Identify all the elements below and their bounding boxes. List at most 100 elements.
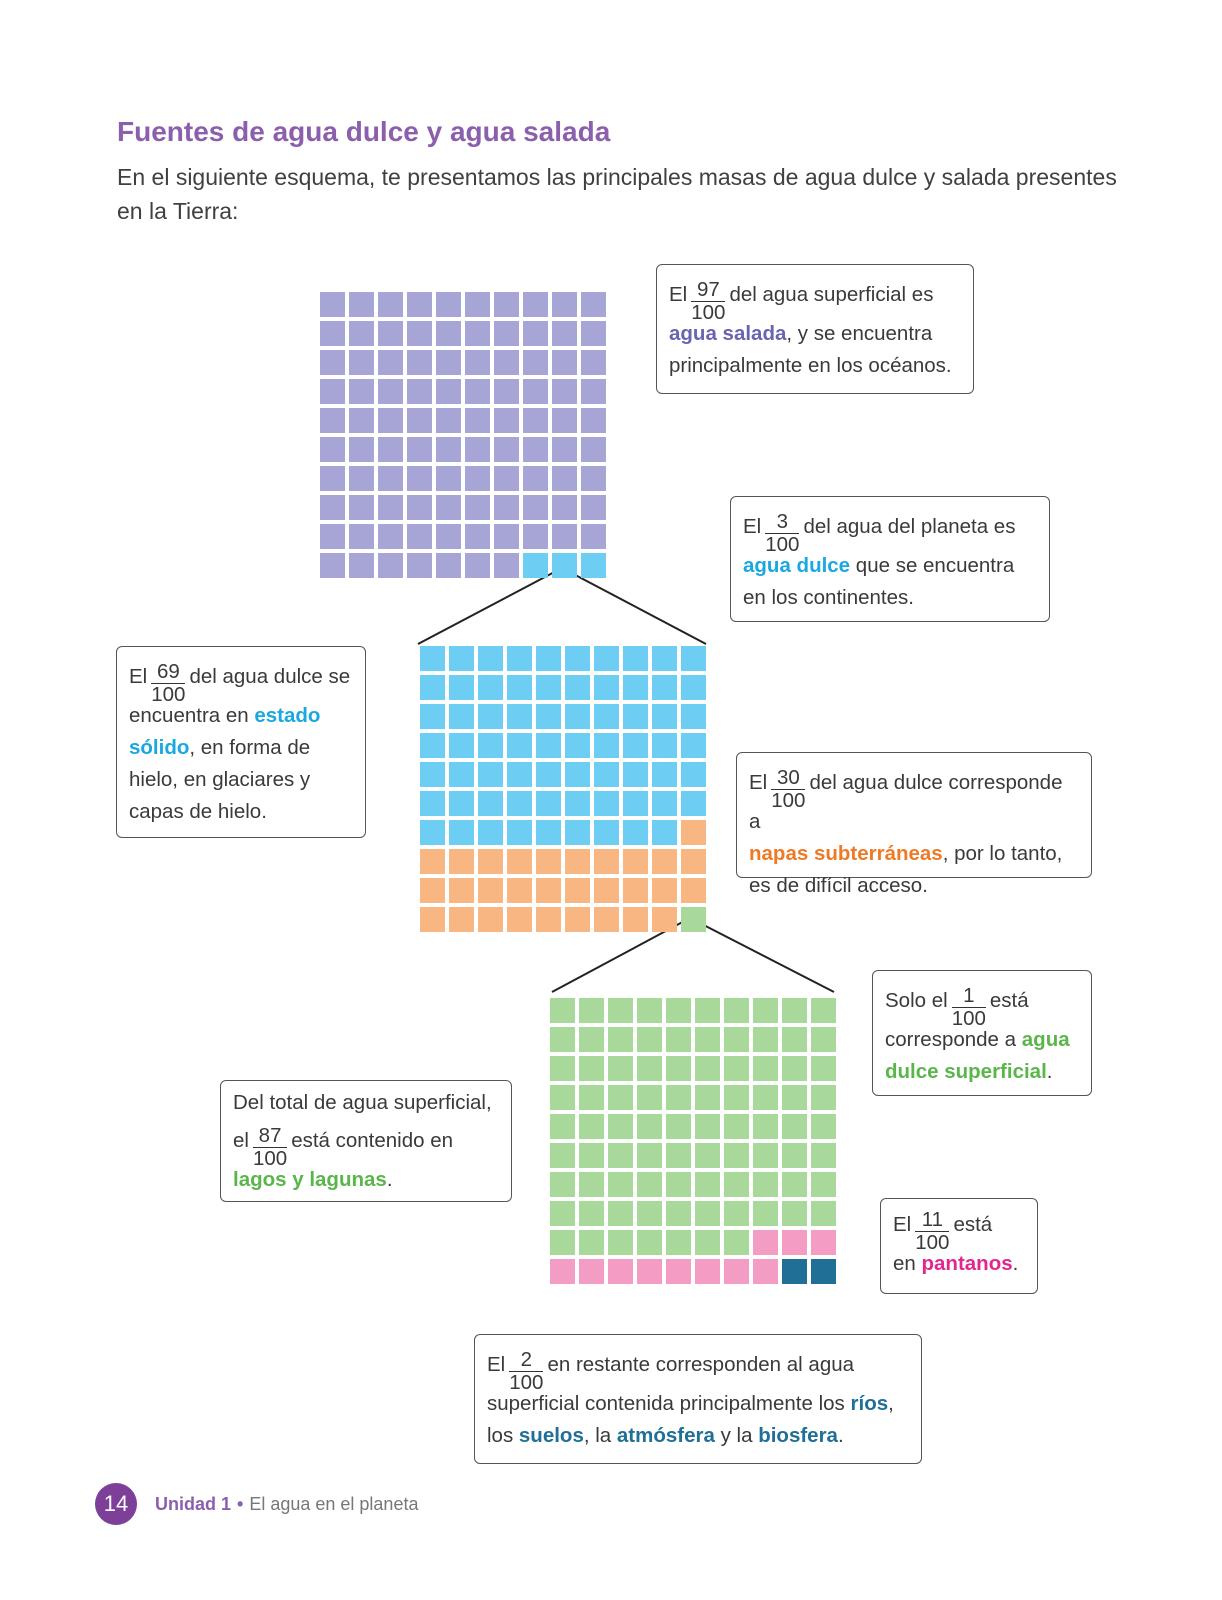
grid-cell-salada [523, 524, 548, 549]
grid-cell-superficial [753, 1085, 778, 1110]
grid-cell-superficial [811, 998, 836, 1023]
grid-cell-salada [378, 437, 403, 462]
term-napas-subterraneas: napas subterráneas [749, 842, 943, 865]
grid-cell-dulce [681, 733, 706, 758]
grid-cell-superficial [753, 1056, 778, 1081]
grid-cell-dulce [565, 762, 590, 787]
grid-cell-dulce [594, 704, 619, 729]
term-atmosfera: atmósfera [616, 1424, 715, 1447]
grid-cell-superficial [637, 1056, 662, 1081]
grid-cell-dulce [420, 820, 445, 845]
grid-cell-dulce [420, 791, 445, 816]
grid-cell-salada [523, 466, 548, 491]
grid-cell-salada [581, 495, 606, 520]
box-lagos-line1: Del total de agua superficial, [233, 1091, 492, 1114]
box-sup-mid: está [989, 988, 1029, 1012]
grid-cell-pantanos [637, 1259, 662, 1284]
fraction-97-100: 97 100 [691, 279, 726, 324]
grid-cell-dulce [507, 733, 532, 758]
grid-cell-salada [494, 495, 519, 520]
grid-cell-subterranea [594, 878, 619, 903]
box-rest-text1: superficial contenida principalmente los [487, 1392, 851, 1415]
grid-cell-salada [465, 466, 490, 491]
box-dulce-pre: El [743, 514, 762, 538]
grid-cell-superficial [782, 998, 807, 1023]
grid-cell-superficial [637, 1143, 662, 1168]
grid-cell-dulce [523, 553, 548, 578]
grid-cell-dulce [507, 820, 532, 845]
grid-cell-pantanos [579, 1259, 604, 1284]
grid-cell-superficial [695, 998, 720, 1023]
grid-cell-salada [465, 437, 490, 462]
grid-cell-superficial [666, 1056, 691, 1081]
grid-cell-superficial [724, 1056, 749, 1081]
grid-cell-dulce [507, 762, 532, 787]
grid-cell-dulce [478, 704, 503, 729]
fraction-30-100: 30 100 [771, 767, 806, 812]
grid-cell-dulce [449, 646, 474, 671]
grid-cell-salada [494, 437, 519, 462]
grid-cell-salada [465, 350, 490, 375]
grid-cell-dulce [594, 762, 619, 787]
grid-cell-superficial [695, 1201, 720, 1226]
grid-cell-superficial [637, 1172, 662, 1197]
unit-label: Unidad 1 [155, 1493, 232, 1514]
grid-cell-salada [407, 524, 432, 549]
grid-cell-salada [436, 321, 461, 346]
grid-cell-salada [407, 553, 432, 578]
grid-cell-salada [378, 292, 403, 317]
grid-cell-salada [552, 321, 577, 346]
grid-cell-salada [552, 524, 577, 549]
grid-cell-salada [349, 379, 374, 404]
grid-cell-dulce [681, 646, 706, 671]
grid-cell-superficial [724, 1143, 749, 1168]
grid-cell-superficial [579, 998, 604, 1023]
chapter-label: El agua en el planeta [249, 1493, 419, 1514]
grid-cell-salada [407, 321, 432, 346]
grid-cell-dulce [565, 820, 590, 845]
grid-cell-dulce [420, 762, 445, 787]
grid-cell-pantanos [695, 1259, 720, 1284]
grid-cell-subterranea [652, 907, 677, 932]
box-lagos-pre: el [233, 1128, 249, 1152]
grid-cell-dulce [552, 553, 577, 578]
grid-cell-salada [407, 408, 432, 433]
box-rest-post: . [837, 1424, 844, 1447]
grid-cell-salada [436, 350, 461, 375]
box-pantanos: El 11 100 está en pantanos. [880, 1198, 1038, 1294]
grid-cell-dulce [536, 733, 561, 758]
fraction-numerator: 1 [951, 985, 986, 1008]
grid-cell-salada [349, 437, 374, 462]
box-rest-pre: El [487, 1352, 506, 1376]
grid-cell-salada [523, 495, 548, 520]
grid-cell-subterranea [536, 849, 561, 874]
grid-cell-salada [378, 321, 403, 346]
grid-cell-salada [494, 408, 519, 433]
grid-cell-superficial [608, 1143, 633, 1168]
grid-cell-salada [552, 292, 577, 317]
box-pant-text1: en [893, 1252, 922, 1275]
footer-separator: • [237, 1493, 244, 1514]
grid-cell-salada [465, 408, 490, 433]
grid-cell-subterranea [594, 849, 619, 874]
grid-cell-dulce [623, 762, 648, 787]
grid-cell-dulce [420, 704, 445, 729]
grid-cell-salada [436, 379, 461, 404]
term-estado-solido: estado sólido [129, 704, 321, 759]
fraction-numerator: 97 [691, 279, 726, 302]
grid-cell-superficial [550, 1143, 575, 1168]
grid-cell-superficial [666, 1027, 691, 1052]
page-number: 14 [95, 1483, 137, 1525]
grid-cell-superficial [637, 1027, 662, 1052]
grid-cell-superficial [579, 1172, 604, 1197]
grid-cell-superficial [579, 1114, 604, 1139]
grid-cell-subterranea [536, 907, 561, 932]
grid-cell-superficial [724, 998, 749, 1023]
grid-cell-dulce [623, 733, 648, 758]
box-sup-pre: Solo el [885, 988, 948, 1012]
box-rest-mid: en restante corresponden al agua [547, 1352, 855, 1376]
grid-cell-superficial [579, 1201, 604, 1226]
fraction-2-100: 2 100 [509, 1349, 544, 1394]
grid-cell-salada [523, 379, 548, 404]
grid-cell-subterranea [478, 849, 503, 874]
